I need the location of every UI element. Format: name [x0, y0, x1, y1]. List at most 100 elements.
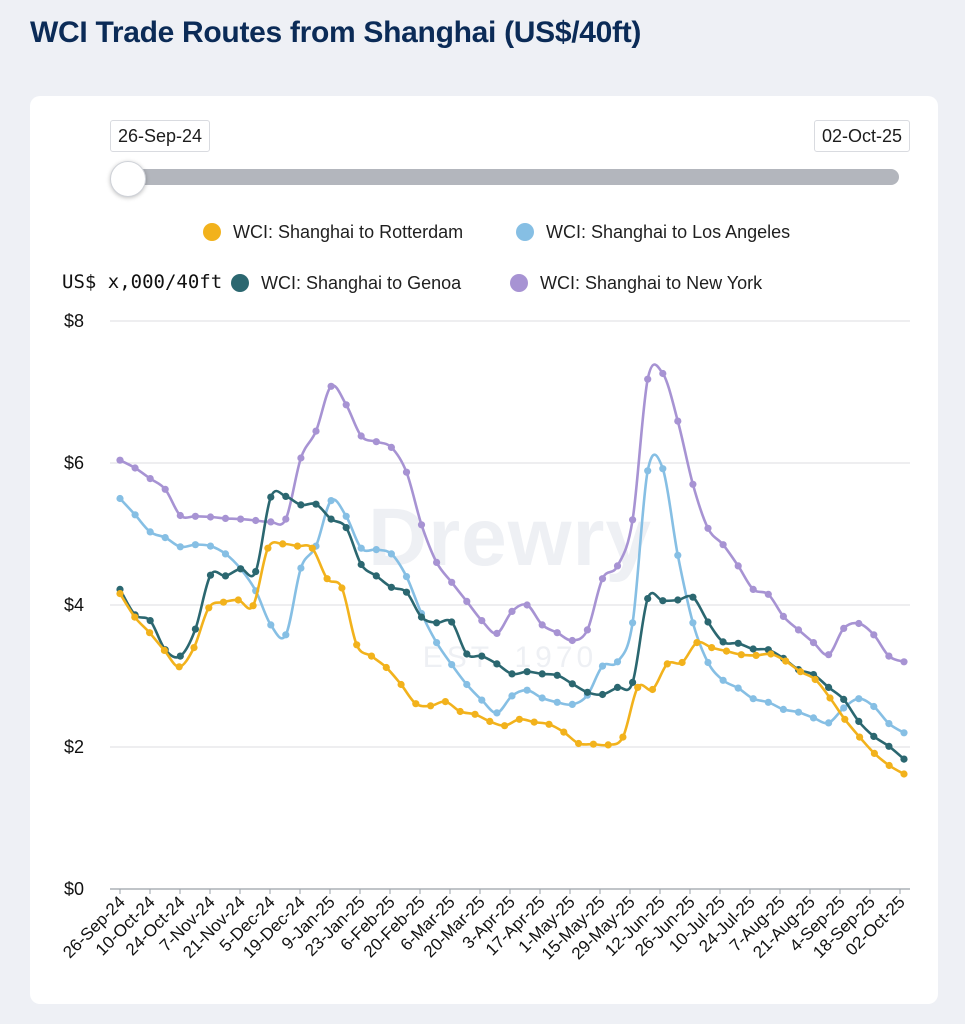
legend-dot-icon: [516, 223, 534, 241]
x-tick-label: 26-Jun-25: [631, 892, 699, 960]
data-point-rotterdam: [722, 647, 731, 655]
data-point-genoa: [825, 683, 833, 692]
data-point-genoa: [704, 618, 712, 626]
x-tick-label: 18-Sep-25: [809, 892, 879, 962]
data-point-genoa: [613, 683, 622, 692]
data-point-new-york: [478, 617, 486, 625]
data-point-los-angeles: [719, 676, 727, 684]
data-point-new-york: [870, 631, 878, 639]
y-tick-label: $4: [64, 595, 84, 615]
data-point-rotterdam: [501, 722, 509, 730]
data-point-new-york: [357, 432, 365, 440]
legend-item-genoa[interactable]: WCI: Shanghai to Genoa: [231, 271, 461, 295]
data-point-genoa: [809, 671, 818, 679]
y-tick-label: $0: [64, 879, 84, 899]
data-point-rotterdam: [900, 770, 908, 778]
data-point-new-york: [282, 515, 290, 523]
x-tick-label: 23-Jan-25: [301, 892, 369, 960]
x-tick-label: 20-Mar-25: [420, 892, 489, 961]
data-point-new-york: [146, 475, 154, 483]
data-point-rotterdam: [856, 733, 864, 741]
x-tick-label: 15-May-25: [538, 892, 609, 963]
data-point-new-york: [493, 629, 501, 638]
data-point-new-york: [252, 516, 260, 525]
data-point-rotterdam: [885, 761, 893, 770]
data-point-rotterdam: [737, 651, 745, 659]
data-point-rotterdam: [530, 718, 538, 726]
data-point-new-york: [583, 626, 592, 634]
legend-item-los-angeles[interactable]: WCI: Shanghai to Los Angeles: [516, 220, 790, 244]
legend-item-rotterdam[interactable]: WCI: Shanghai to Rotterdam: [203, 220, 463, 244]
data-point-rotterdam: [427, 702, 435, 710]
watermark: Drewry: [367, 492, 653, 583]
data-point-genoa: [312, 500, 320, 508]
data-point-new-york: [840, 624, 848, 633]
data-point-rotterdam: [693, 639, 701, 647]
data-point-los-angeles: [840, 704, 848, 712]
data-point-rotterdam: [515, 715, 523, 723]
chart-card: Drewry EST. 1970 26-Sep-24 02-Oct-25 WCI…: [30, 96, 938, 1004]
data-point-genoa: [402, 588, 411, 596]
x-tick-label: 5-Dec-24: [216, 892, 279, 955]
data-point-genoa: [779, 654, 788, 662]
data-point-los-angeles: [794, 708, 803, 716]
x-tick-label: 17-Apr-25: [482, 892, 549, 959]
data-point-rotterdam: [219, 598, 228, 606]
legend-label: WCI: Shanghai to New York: [540, 272, 763, 293]
data-point-new-york: [779, 612, 788, 621]
data-point-genoa: [282, 492, 290, 500]
data-point-rotterdam: [545, 720, 553, 728]
legend-label: WCI: Shanghai to Genoa: [261, 272, 462, 293]
data-point-los-angeles: [508, 692, 516, 700]
data-point-los-angeles: [312, 542, 320, 550]
data-point-new-york: [764, 590, 772, 598]
x-tick-label: 12-Jun-25: [601, 892, 669, 960]
data-point-los-angeles: [568, 700, 576, 709]
data-point-los-angeles: [734, 684, 742, 692]
y-tick-label: $8: [64, 311, 84, 331]
data-point-rotterdam: [190, 644, 198, 652]
data-point-los-angeles: [221, 550, 230, 558]
date-range-slider-handle[interactable]: [110, 161, 146, 197]
date-range-slider-track[interactable]: [112, 169, 899, 185]
data-point-rotterdam: [146, 629, 154, 637]
data-point-los-angeles: [809, 714, 818, 722]
data-point-los-angeles: [523, 686, 531, 694]
data-point-rotterdam: [708, 644, 716, 652]
x-tick-label: 21-Nov-24: [179, 892, 249, 962]
data-point-rotterdam: [841, 715, 849, 723]
data-point-new-york: [342, 401, 350, 409]
data-point-rotterdam: [456, 707, 464, 716]
data-point-new-york: [237, 515, 245, 523]
x-tick-label: 21-Aug-25: [749, 892, 819, 962]
y-tick-label: $2: [64, 737, 84, 757]
x-tick-label: 19-Dec-24: [239, 892, 309, 962]
data-point-rotterdam: [767, 650, 775, 658]
x-tick-label: 10-Jul-25: [665, 892, 729, 956]
data-point-rotterdam: [249, 602, 257, 610]
data-point-genoa: [749, 645, 757, 653]
data-point-new-york: [372, 438, 380, 446]
data-point-rotterdam: [486, 717, 494, 726]
data-point-los-angeles: [644, 467, 652, 475]
range-end-label: 02-Oct-25: [813, 120, 910, 152]
data-point-new-york: [659, 369, 667, 378]
data-point-rotterdam: [160, 646, 168, 655]
legend-item-new-york[interactable]: WCI: Shanghai to New York: [510, 271, 762, 295]
data-point-rotterdam: [205, 604, 213, 612]
x-tick-label: 6-Mar-25: [397, 892, 459, 954]
data-point-genoa: [689, 593, 697, 601]
data-point-genoa: [448, 618, 456, 626]
data-point-los-angeles: [161, 534, 169, 542]
x-tick-label: 3-Apr-25: [459, 892, 519, 952]
data-point-new-york: [825, 651, 833, 659]
data-point-new-york: [855, 619, 863, 628]
x-tick-label: 1-May-25: [515, 892, 579, 956]
data-point-rotterdam: [589, 740, 598, 748]
data-point-genoa: [131, 611, 139, 619]
range-start-label: 26-Sep-24: [110, 120, 211, 152]
data-point-rotterdam: [412, 700, 420, 708]
data-point-genoa: [900, 755, 908, 763]
data-point-genoa: [433, 619, 441, 627]
data-point-rotterdam: [604, 741, 612, 749]
